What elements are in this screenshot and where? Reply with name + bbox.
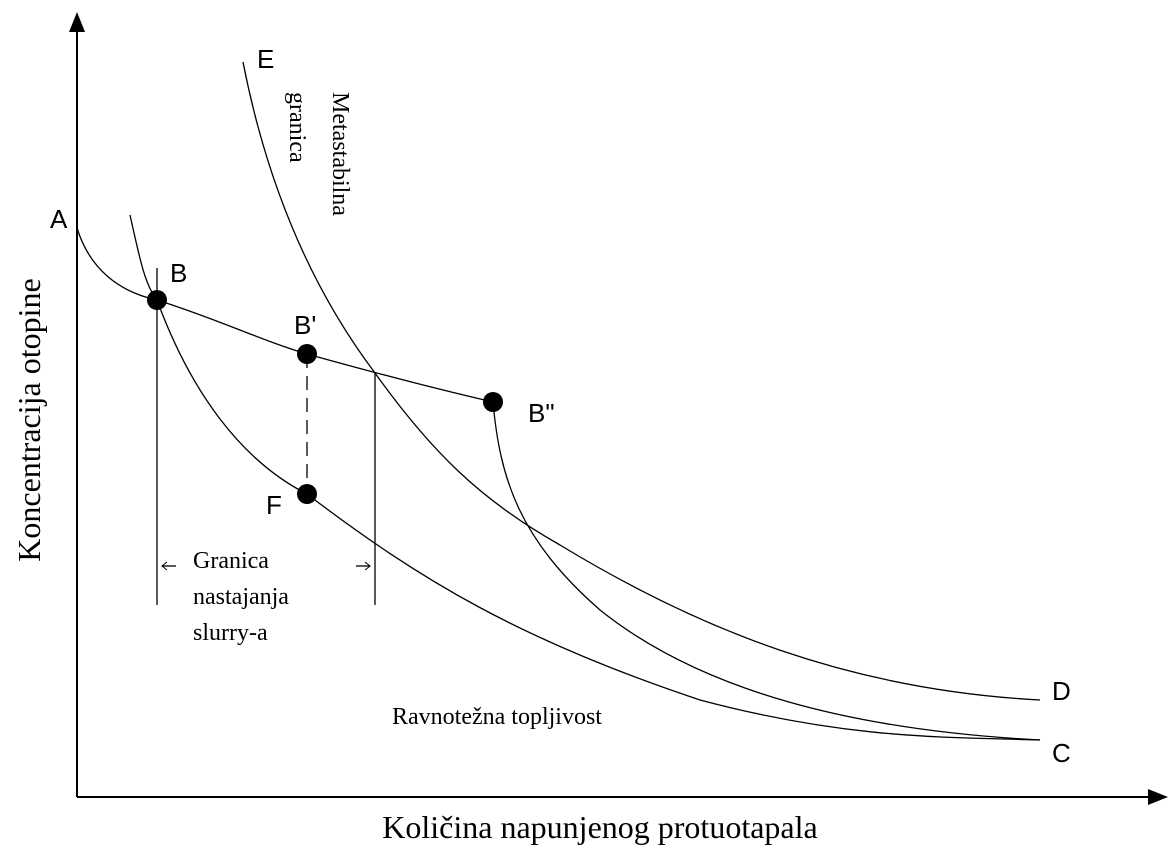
point-label: B"	[528, 398, 555, 428]
arrow-left-head	[161, 561, 168, 571]
point	[483, 392, 503, 412]
point	[297, 344, 317, 364]
curve-a	[76, 227, 494, 403]
point-label: B	[170, 258, 187, 288]
metastable-label: granica	[284, 92, 310, 163]
x-arrow	[1148, 789, 1168, 805]
slurry-label: nastajanja	[193, 584, 289, 610]
y-axis-label: Koncentracija otopine	[11, 278, 47, 561]
equilibrium-curve	[129, 214, 1041, 741]
equilibrium-label: Ravnotežna topljivost	[392, 704, 602, 730]
point-label: B'	[294, 310, 316, 340]
metastable-curve	[242, 61, 1041, 701]
point	[147, 290, 167, 310]
slurry-label: Granica	[193, 548, 269, 574]
slurry-label: slurry-a	[193, 620, 268, 646]
point-label: D	[1052, 676, 1071, 706]
point-label: F	[266, 490, 282, 520]
curve-b2	[492, 401, 1041, 741]
y-arrow	[69, 12, 85, 32]
metastable-label: Metastabilna	[327, 92, 353, 216]
point-label: C	[1052, 738, 1071, 768]
x-axis-label: Količina napunjenog protuotapala	[382, 809, 817, 845]
point-label: E	[257, 44, 274, 74]
point	[297, 484, 317, 504]
arrow-right-head	[364, 561, 371, 571]
point-label: A	[50, 204, 68, 234]
